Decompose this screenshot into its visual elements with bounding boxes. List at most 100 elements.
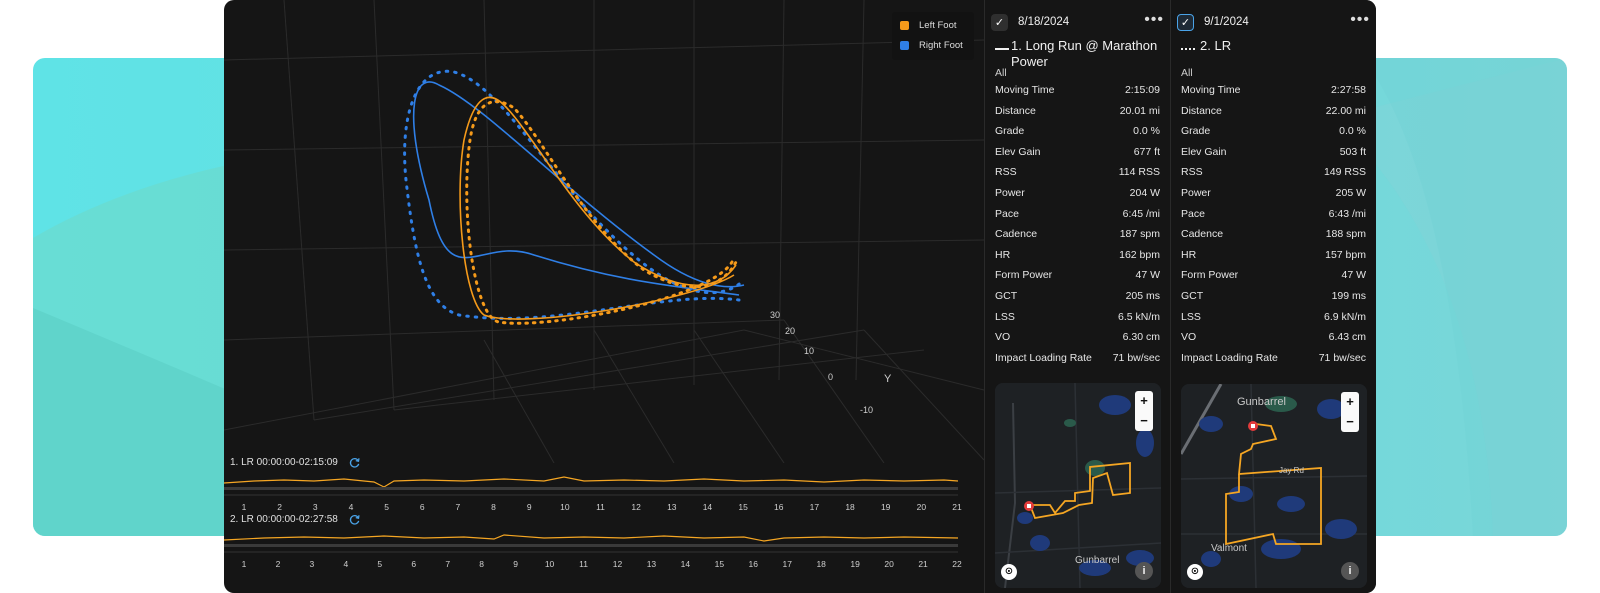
app-window: Left Foot Right Foot 30 20 10 0 -10 Y 1.…	[224, 0, 1376, 593]
timeline-sparkline[interactable]	[224, 526, 984, 560]
stat-label: Power	[1181, 187, 1211, 199]
stat-row: Grade 0.0 %	[995, 125, 1160, 141]
map-place-label: Gunbarrel	[1075, 555, 1120, 566]
route-map[interactable]: + − Gunbarrel Jay Rd Valmont ⊙ i	[1181, 384, 1367, 588]
stat-value: 204 W	[1129, 187, 1160, 199]
stat-row: LSS 6.5 kN/m	[995, 311, 1160, 327]
stat-value: 6.43 cm	[1328, 331, 1366, 344]
timeline-tick-label: 19	[850, 559, 860, 569]
activity-header: ✓ 9/1/2024 •••	[1177, 11, 1376, 33]
stat-row: VO 6.30 cm	[995, 331, 1160, 347]
legend-item-right-foot[interactable]: Right Foot	[900, 40, 963, 51]
right-foot-points	[403, 69, 746, 320]
stat-row: Elev Gain 503 ft	[1181, 146, 1366, 162]
map-road-label: Jay Rd	[1279, 466, 1304, 475]
filter-all[interactable]: All	[995, 67, 1007, 79]
timeline-tick-label: 9	[526, 502, 532, 512]
map-zoom-control: + −	[1341, 392, 1359, 432]
timeline-tick-label: 15	[738, 502, 748, 512]
axis-tick: 20	[785, 326, 796, 336]
timeline-tick-label: 1	[241, 502, 247, 512]
timeline-scrubber[interactable]	[224, 544, 958, 547]
timeline-scrubber[interactable]	[224, 487, 958, 490]
stat-label: Pace	[1181, 207, 1205, 220]
more-menu-icon[interactable]: •••	[1144, 11, 1164, 28]
timeline-tick-label: 8	[491, 502, 496, 512]
foot-path-3d-plot[interactable]: Left Foot Right Foot 30 20 10 0 -10 Y	[224, 0, 985, 464]
zoom-out-button[interactable]: −	[1140, 413, 1148, 428]
timeline-activity-1[interactable]: 1. LR 00:00:00-02:15:09 1 2 3 4 5 6 7 8 9 10 11 12 1…	[224, 456, 984, 516]
map-canvas[interactable]	[1181, 384, 1367, 588]
left-foot-points	[465, 100, 738, 325]
stat-label: Form Power	[995, 269, 1053, 282]
activity-checkbox[interactable]: ✓	[991, 13, 1008, 31]
activity-index: 1.	[1011, 38, 1022, 53]
stat-row: Pace 6:43 /mi	[1181, 208, 1366, 224]
refresh-icon[interactable]	[348, 513, 361, 526]
timeline-tick-label: 20	[916, 502, 927, 512]
zoom-out-button[interactable]: −	[1346, 414, 1354, 429]
timeline-tick-label: 16	[748, 559, 759, 569]
stat-value: 205 W	[1335, 187, 1366, 199]
mapbox-logo-icon[interactable]: ⊙	[1001, 564, 1017, 580]
activity-title[interactable]: 1. Long Run @ Marathon Power	[1011, 38, 1161, 70]
stat-label: Power	[995, 187, 1025, 199]
zoom-in-button[interactable]: +	[1346, 394, 1354, 409]
stat-row: GCT 205 ms	[995, 290, 1160, 306]
timeline-tick-label: 15	[714, 559, 725, 569]
mapbox-logo-icon[interactable]: ⊙	[1187, 564, 1203, 580]
stat-label: LSS	[1181, 310, 1201, 323]
activity-title[interactable]: 2. LR	[1200, 38, 1370, 54]
stat-value: 71 bw/sec	[1318, 351, 1366, 364]
stat-row: Cadence 187 spm	[995, 228, 1160, 244]
refresh-icon[interactable]	[348, 456, 361, 469]
stat-value: 6.30 cm	[1122, 331, 1160, 344]
timeline-tick-label: 1	[241, 559, 247, 569]
map-place-label: Valmont	[1211, 543, 1247, 554]
stat-label: Cadence	[1181, 228, 1224, 241]
timeline-tick-label: 2	[277, 502, 283, 512]
plot-canvas[interactable]	[224, 0, 985, 464]
stat-row: Cadence 188 spm	[1181, 228, 1366, 244]
activity-line-style	[1181, 48, 1195, 50]
map-info-icon[interactable]: i	[1341, 562, 1359, 580]
route-map[interactable]: + − Gunbarrel ⊙ i	[995, 383, 1161, 588]
activity-panel-2: ✓ 9/1/2024 ••• 2. LR All Moving Time 2:27…	[1170, 0, 1376, 593]
timeline-title: 1. LR 00:00:00-02:15:09	[230, 456, 361, 469]
activity-index: 2.	[1200, 38, 1211, 53]
activity-line-style	[995, 48, 1009, 50]
timeline-sparkline[interactable]	[224, 469, 984, 503]
stat-value: 157 bpm	[1325, 248, 1366, 261]
stat-label: LSS	[995, 310, 1015, 323]
map-info-icon[interactable]: i	[1135, 562, 1153, 580]
stat-value: 2:15:09	[1124, 84, 1160, 96]
stat-value: 503 ft	[1339, 145, 1366, 158]
timeline-tick-label: 6	[411, 559, 417, 569]
stat-label: Pace	[995, 207, 1019, 220]
plot-legend: Left Foot Right Foot	[892, 12, 974, 60]
activity-panel-1: ✓ 8/18/2024 ••• 1. Long Run @ Marathon P…	[984, 0, 1170, 593]
timeline-tick-label: 21	[918, 559, 928, 569]
stat-value: 162 bpm	[1119, 248, 1160, 261]
stat-label: Grade	[1181, 125, 1211, 138]
more-menu-icon[interactable]: •••	[1350, 11, 1370, 28]
stat-row: RSS 114 RSS	[995, 166, 1160, 182]
stat-value: 22.00 mi	[1325, 104, 1366, 117]
stat-value: 199 ms	[1331, 290, 1366, 302]
timeline-tick-label: 3	[312, 502, 318, 512]
legend-item-left-foot[interactable]: Left Foot	[900, 20, 957, 31]
timeline-signal-line	[224, 534, 959, 542]
stat-label: GCT	[995, 290, 1018, 302]
route-line	[1028, 462, 1131, 520]
left-foot-swatch	[900, 21, 909, 30]
stat-row: LSS 6.9 kN/m	[1181, 311, 1366, 327]
activity-checkbox[interactable]: ✓	[1177, 13, 1194, 31]
map-canvas[interactable]	[995, 383, 1161, 588]
timeline-tick-label: 2	[275, 559, 281, 569]
timeline-tick-label: 5	[384, 502, 389, 512]
filter-all[interactable]: All	[1181, 67, 1193, 79]
timeline-activity-2[interactable]: 2. LR 00:00:00-02:27:58 1 2 3 4 5 6 7 8 9 10 11 12 1…	[224, 513, 984, 573]
stat-row: Elev Gain 677 ft	[995, 146, 1160, 162]
zoom-in-button[interactable]: +	[1140, 393, 1148, 408]
stat-label: Moving Time	[1181, 84, 1241, 96]
